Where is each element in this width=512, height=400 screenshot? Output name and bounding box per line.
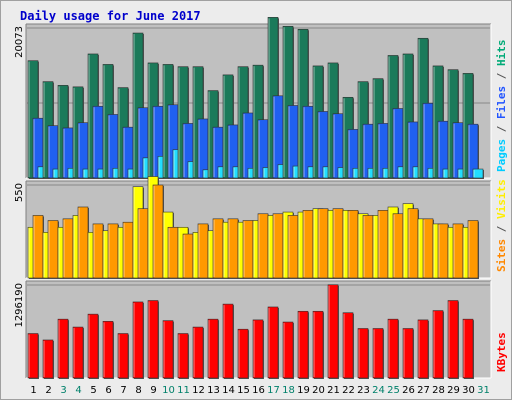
bar-kbytes-0-day-10 xyxy=(162,320,174,379)
x-tick-label-day-15: 15 xyxy=(237,385,250,396)
legend-label-2: Files xyxy=(495,86,508,119)
x-tick-label-day-9: 9 xyxy=(150,385,156,396)
visits-panel: 550 Sites / Visits xyxy=(14,176,508,279)
x-tick-label-day-10: 10 xyxy=(162,385,175,396)
bar-kbytes-0-day-16 xyxy=(252,319,264,379)
bar-visits-1-day-30 xyxy=(467,220,479,279)
x-tick-label-day-5: 5 xyxy=(90,385,96,396)
bar-kbytes-0-day-19 xyxy=(297,310,309,379)
bar-kbytes-0-day-8 xyxy=(132,301,144,379)
x-tick-label-day-27: 27 xyxy=(417,385,430,396)
bar-kbytes-0-day-13 xyxy=(207,318,219,379)
bar-kbytes-0-day-17 xyxy=(267,306,279,379)
legend-label-3: / xyxy=(495,66,508,86)
bar-kbytes-0-day-20 xyxy=(312,310,324,379)
x-tick-label-day-19: 19 xyxy=(297,385,310,396)
bar-kbytes-0-day-2 xyxy=(42,339,54,379)
series-legend: Pages / Files / Hits xyxy=(495,40,508,173)
x-tick-label-day-6: 6 xyxy=(105,385,111,396)
legend-label-0: KBytes xyxy=(495,332,508,372)
chart-title: Daily usage for June 2017 xyxy=(20,9,201,23)
x-tick-label-day-28: 28 xyxy=(432,385,445,396)
x-tick-label-day-25: 25 xyxy=(387,385,400,396)
y-max-label: 20073 xyxy=(14,26,25,58)
x-tick-label-day-16: 16 xyxy=(252,385,265,396)
kbytes-panel: 1296190 KBytes xyxy=(14,280,508,379)
x-tick-label-day-21: 21 xyxy=(327,385,340,396)
x-tick-label-day-11: 11 xyxy=(177,385,190,396)
x-tick-label-day-18: 18 xyxy=(282,385,295,396)
bar-kbytes-0-day-1 xyxy=(27,333,39,379)
x-tick-label-day-1: 1 xyxy=(30,385,36,396)
x-tick-label-day-24: 24 xyxy=(372,385,385,396)
bar-kbytes-0-day-23 xyxy=(357,328,369,379)
x-tick-label-day-12: 12 xyxy=(192,385,205,396)
x-tick-label-day-17: 17 xyxy=(267,385,280,396)
bar-kbytes-0-day-29 xyxy=(447,300,459,379)
bar-kbytes-0-day-3 xyxy=(57,318,69,379)
x-tick-label-day-23: 23 xyxy=(357,385,370,396)
bar-kbytes-0-day-7 xyxy=(117,333,129,379)
legend-label-4: Hits xyxy=(495,40,508,67)
y-max-label: 550 xyxy=(14,183,25,202)
series-legend: KBytes xyxy=(495,332,508,372)
bar-kbytes-0-day-4 xyxy=(72,326,84,379)
bar-kbytes-0-day-14 xyxy=(222,303,234,379)
x-tick-label-day-26: 26 xyxy=(402,385,415,396)
series-legend: Sites / Visits xyxy=(495,179,508,272)
legend-label-0: Pages xyxy=(495,139,508,172)
bar-kbytes-0-day-26 xyxy=(402,328,414,379)
bar-kbytes-0-day-22 xyxy=(342,312,354,379)
y-max-label: 1296190 xyxy=(14,283,25,328)
x-tick-label-day-30: 30 xyxy=(462,385,475,396)
bar-kbytes-0-day-18 xyxy=(282,321,294,379)
bar-hits-2-day-30 xyxy=(472,168,484,179)
x-tick-label-day-13: 13 xyxy=(207,385,220,396)
bar-kbytes-0-day-28 xyxy=(432,310,444,379)
legend-label-2: Visits xyxy=(495,179,508,219)
bar-kbytes-0-day-12 xyxy=(192,326,204,379)
x-tick-label-day-31: 31 xyxy=(477,385,490,396)
x-tick-label-day-4: 4 xyxy=(75,385,81,396)
hits-panel: 20073 Pages / Files / Hits xyxy=(14,17,508,179)
bar-kbytes-0-day-21 xyxy=(327,284,339,379)
legend-label-1: / xyxy=(495,219,508,239)
legend-label-0: Sites xyxy=(495,239,508,272)
x-tick-label-day-29: 29 xyxy=(447,385,460,396)
bar-kbytes-0-day-5 xyxy=(87,313,99,379)
bar-kbytes-0-day-11 xyxy=(177,333,189,379)
bar-kbytes-0-day-15 xyxy=(237,328,249,379)
bar-kbytes-0-day-9 xyxy=(147,300,159,379)
bar-kbytes-0-day-6 xyxy=(102,321,114,379)
legend-label-1: / xyxy=(495,119,508,139)
x-tick-label-day-3: 3 xyxy=(60,385,66,396)
x-tick-label-day-20: 20 xyxy=(312,385,325,396)
x-tick-label-day-7: 7 xyxy=(120,385,126,396)
x-tick-label-day-8: 8 xyxy=(135,385,141,396)
bar-kbytes-0-day-24 xyxy=(372,328,384,379)
bar-kbytes-0-day-25 xyxy=(387,318,399,379)
x-tick-label-day-14: 14 xyxy=(222,385,235,396)
x-tick-label-day-22: 22 xyxy=(342,385,355,396)
x-tick-label-day-2: 2 xyxy=(45,385,51,396)
bar-kbytes-0-day-30 xyxy=(462,318,474,379)
bar-kbytes-0-day-27 xyxy=(417,319,429,379)
